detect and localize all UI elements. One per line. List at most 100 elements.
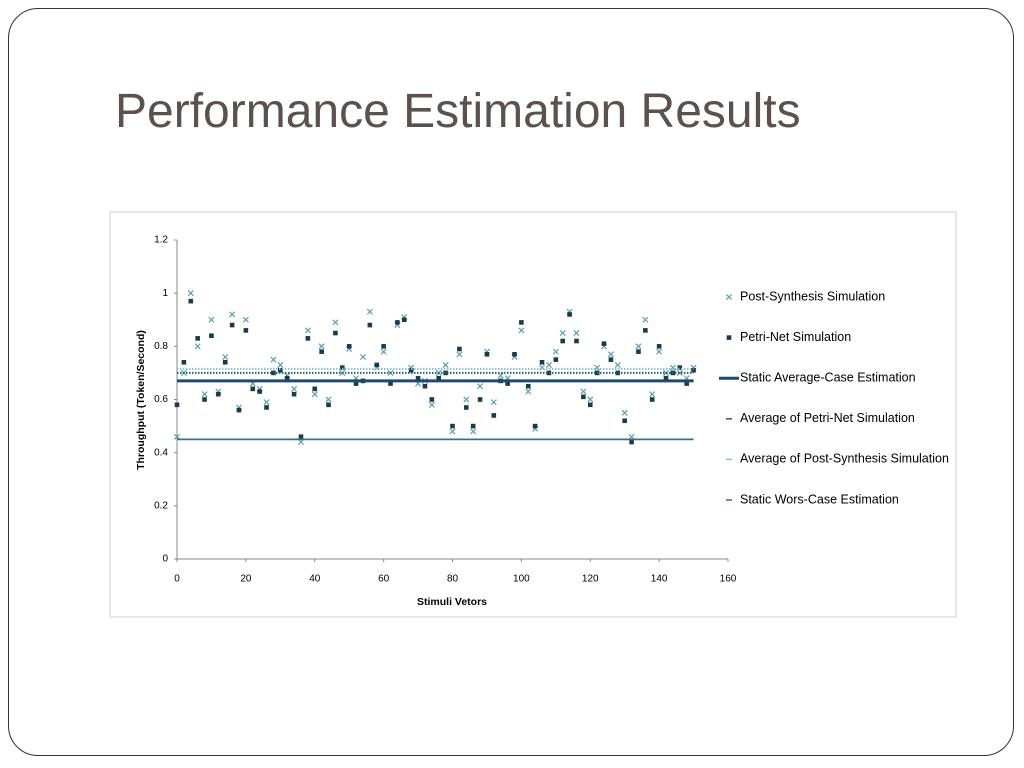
point (264, 405, 269, 410)
point (202, 397, 207, 402)
point (318, 343, 325, 350)
point (615, 370, 621, 376)
point (484, 352, 490, 357)
point (312, 386, 318, 392)
x-tick-label: 140 (651, 574, 668, 585)
legend-label: Static Wors-Case Estimation (740, 492, 899, 506)
point (621, 409, 628, 416)
slide-frame (8, 8, 1014, 756)
point (209, 333, 214, 338)
point (436, 375, 442, 381)
point (366, 308, 373, 315)
point (243, 328, 249, 333)
point (622, 418, 627, 424)
point (346, 344, 352, 349)
point (676, 369, 683, 376)
point (305, 336, 311, 341)
point (567, 312, 572, 317)
point (559, 330, 566, 337)
slide-title: Performance Estimation Results (115, 85, 801, 138)
y-tick-label: 0.2 (154, 500, 168, 511)
point (188, 298, 194, 304)
legend-symbol (726, 335, 732, 340)
point (319, 349, 324, 354)
point (477, 397, 483, 402)
point (181, 359, 187, 365)
point (643, 328, 648, 333)
point (333, 330, 338, 336)
point (304, 327, 311, 334)
point (291, 391, 297, 397)
point (380, 348, 387, 355)
point (635, 343, 642, 350)
point (401, 317, 407, 323)
point (518, 327, 525, 334)
y-tick-label: 1.2 (154, 235, 168, 246)
x-tick-label: 100 (513, 574, 530, 585)
point (381, 344, 386, 349)
y-tick-label: 0 (162, 554, 168, 565)
point (607, 351, 614, 358)
point (663, 375, 669, 381)
point (545, 361, 552, 368)
point (187, 290, 194, 297)
point (222, 359, 228, 365)
point (284, 375, 290, 381)
point (408, 367, 414, 373)
point (174, 402, 180, 408)
point (422, 383, 428, 389)
point (490, 399, 497, 406)
point (388, 381, 393, 386)
y-axis-label: Throughput (Token/Second) (135, 330, 147, 470)
point (456, 351, 463, 358)
point (463, 396, 470, 403)
point (642, 316, 649, 323)
point (216, 391, 221, 397)
point (278, 367, 283, 373)
point (415, 375, 421, 381)
point (311, 391, 318, 398)
point (470, 428, 477, 435)
point (574, 338, 579, 344)
point (340, 365, 345, 370)
point (374, 362, 380, 368)
point (656, 348, 663, 355)
point (552, 348, 559, 355)
point (546, 370, 552, 376)
point (677, 365, 683, 370)
point (587, 396, 594, 403)
x-tick-label: 0 (174, 574, 180, 585)
point (532, 423, 538, 429)
point (573, 330, 580, 337)
point (208, 316, 215, 323)
point (449, 428, 456, 435)
point (326, 402, 331, 408)
point (325, 396, 332, 403)
point (298, 434, 304, 440)
point (250, 386, 256, 392)
point (587, 402, 593, 408)
point (601, 341, 607, 346)
point (242, 316, 249, 323)
point (656, 344, 662, 349)
point (236, 407, 242, 413)
point (463, 405, 469, 410)
point (229, 322, 235, 328)
point (395, 320, 400, 325)
chart-frame (109, 211, 957, 618)
point (257, 389, 262, 394)
point (457, 346, 462, 352)
point (429, 397, 435, 402)
point (359, 353, 366, 360)
point (636, 349, 641, 354)
point (222, 353, 229, 360)
point (691, 367, 696, 373)
point (367, 322, 373, 328)
point (614, 361, 621, 368)
point (608, 357, 614, 362)
point (628, 433, 635, 440)
legend-label: Static Average-Case Estimation (740, 370, 916, 384)
point (173, 433, 181, 440)
point (470, 423, 476, 429)
